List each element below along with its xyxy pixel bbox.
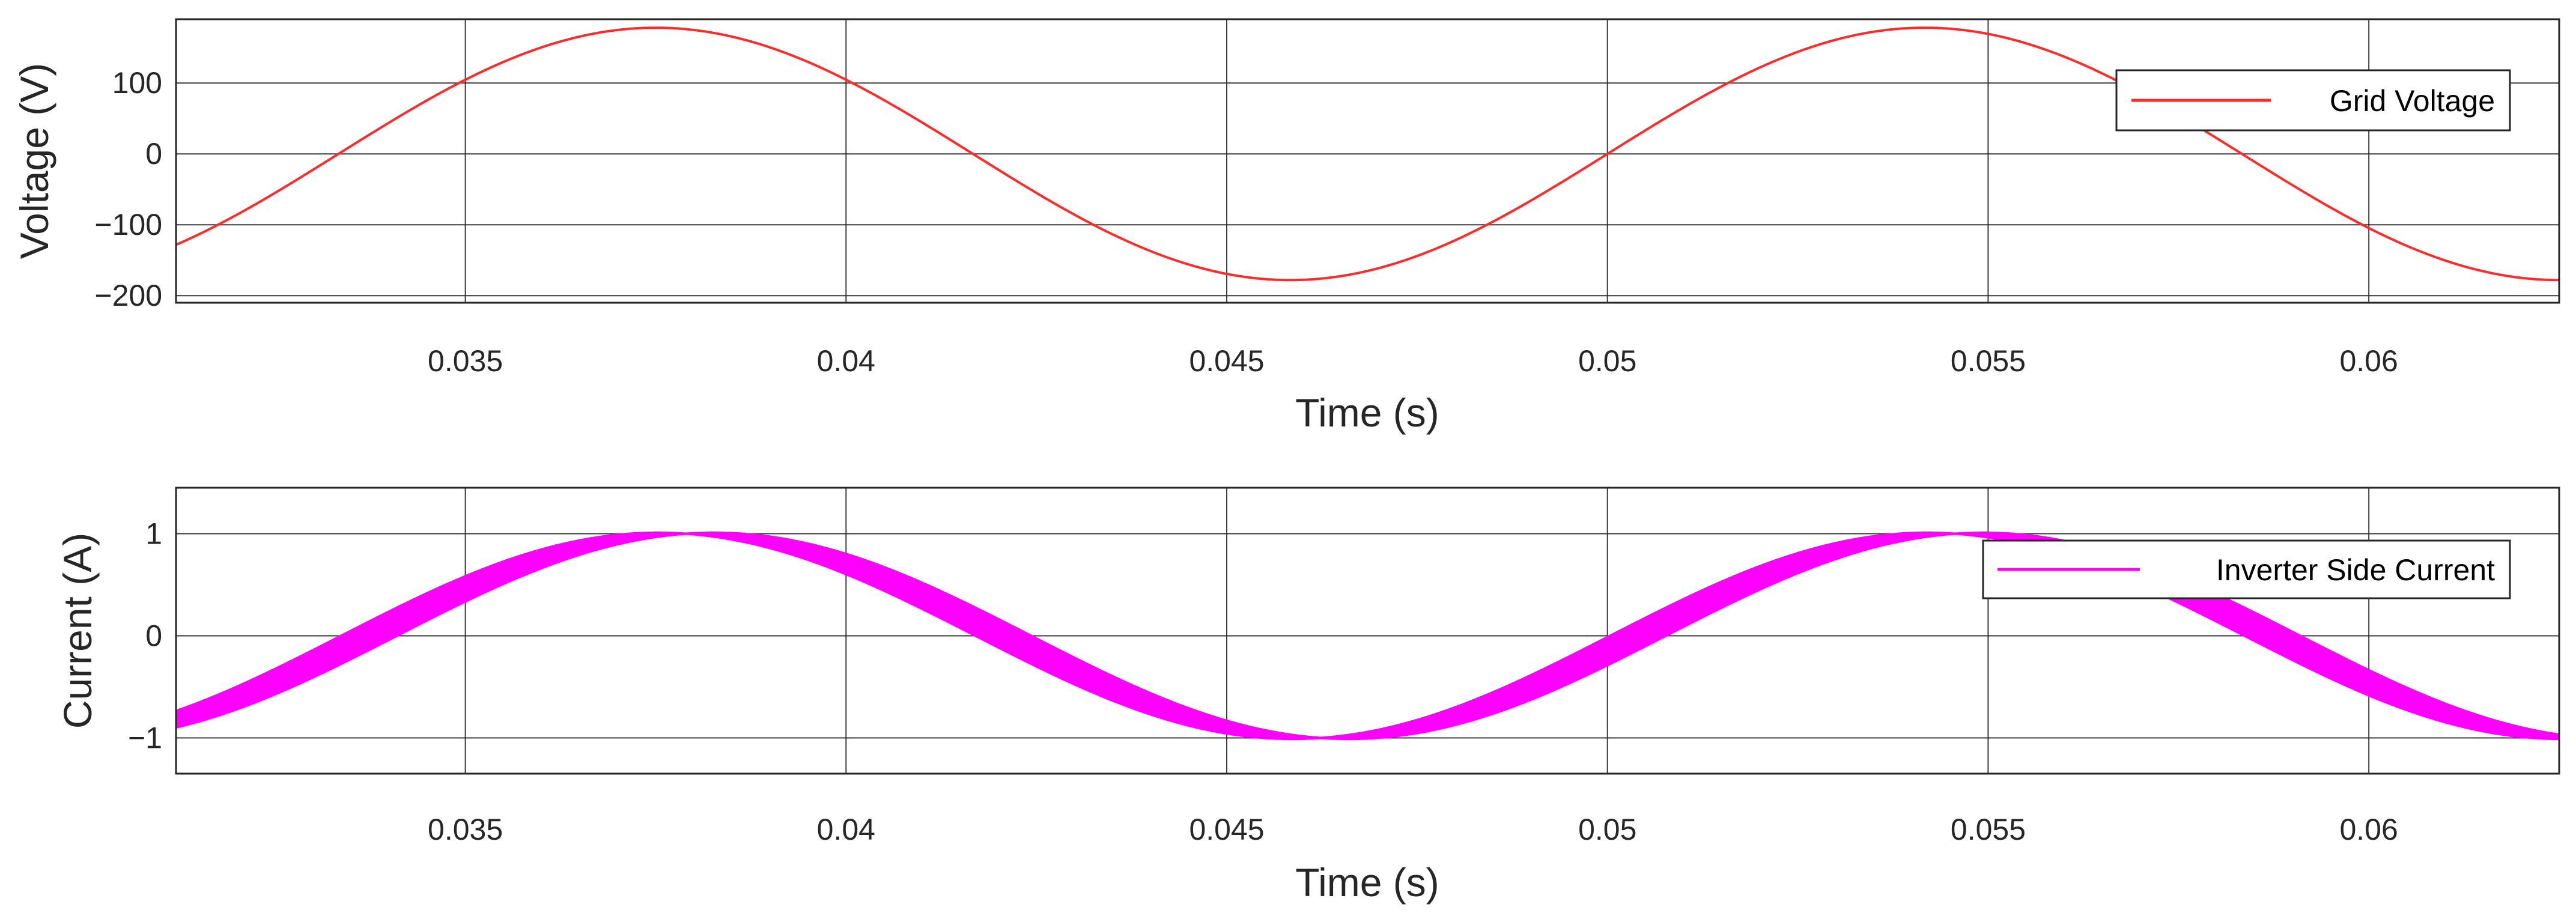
x-tick-label: 0.055 (1951, 813, 2026, 846)
x-tick-label: 0.045 (1189, 344, 1264, 378)
y-tick-label: −1 (128, 721, 162, 755)
legend-entry-inverter-side-current: Inverter Side Current (2216, 553, 2495, 587)
x-tick-label: 0.04 (817, 344, 875, 378)
current-axes-background (176, 488, 2559, 774)
voltage-y-axis-label: Voltage (V) (12, 63, 56, 259)
current-x-axis-label: Time (s) (1295, 860, 1439, 905)
y-tick-label: 100 (112, 66, 162, 100)
y-tick-label: 0 (145, 137, 162, 171)
y-tick-label: −200 (94, 279, 162, 312)
current-axes-frame (175, 487, 2560, 775)
voltage-plot: −200 −100 0 100 0.035 0.04 0.045 0.05 0.055 0.06… (12, 18, 2560, 435)
current-legend: Inverter Side Current (1982, 539, 2511, 599)
voltage-y-tick-labels: −200 −100 0 100 (94, 66, 162, 312)
x-tick-label: 0.06 (2339, 813, 2398, 846)
x-tick-label: 0.035 (428, 813, 503, 846)
voltage-axes-background (176, 19, 2559, 303)
y-tick-label: 0 (145, 619, 162, 653)
y-tick-label: −100 (94, 208, 162, 241)
x-tick-label: 0.045 (1189, 813, 1264, 846)
x-tick-label: 0.05 (1578, 813, 1636, 846)
voltage-axes-frame (175, 18, 2560, 304)
voltage-x-axis-label: Time (s) (1295, 390, 1439, 435)
x-tick-label: 0.05 (1578, 344, 1636, 378)
current-plot: −1 0 1 0.035 0.04 0.045 0.05 0.055 0.06 Time (s… (55, 487, 2560, 905)
x-tick-label: 0.035 (428, 344, 503, 378)
legend-entry-grid-voltage: Grid Voltage (2330, 84, 2495, 118)
current-x-tick-labels: 0.035 0.04 0.045 0.05 0.055 0.06 (428, 813, 2398, 846)
x-tick-label: 0.04 (817, 813, 875, 846)
x-tick-label: 0.06 (2339, 344, 2398, 378)
voltage-legend: Grid Voltage (2115, 69, 2511, 132)
voltage-x-tick-labels: 0.035 0.04 0.045 0.05 0.055 0.06 (428, 344, 2398, 378)
current-y-tick-labels: −1 0 1 (128, 517, 162, 755)
y-tick-label: 1 (145, 517, 162, 551)
x-tick-label: 0.055 (1951, 344, 2026, 378)
current-y-axis-label: Current (A) (55, 533, 100, 729)
